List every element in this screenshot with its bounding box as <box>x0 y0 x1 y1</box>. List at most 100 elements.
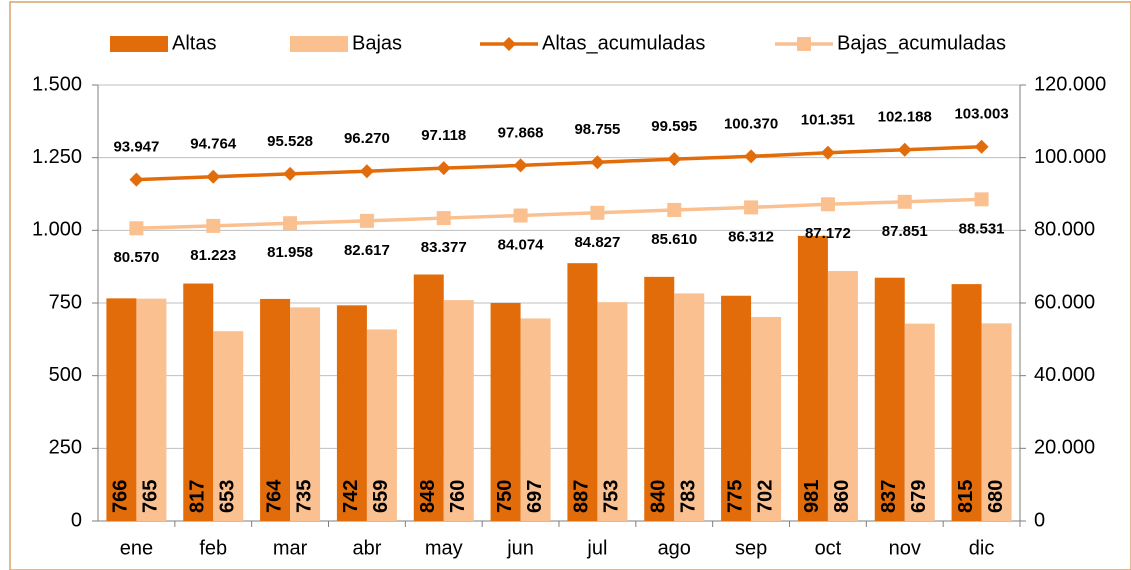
y-tick-label: 750 <box>49 291 82 313</box>
line-label: 87.851 <box>882 223 928 240</box>
bar <box>290 307 321 521</box>
line-label: 94.764 <box>190 136 237 153</box>
bar <box>721 295 752 521</box>
legend-label: Bajas_acumuladas <box>837 32 1006 54</box>
line-label: 84.827 <box>574 234 620 251</box>
bar <box>520 318 551 521</box>
x-tick-label: dic <box>969 537 995 559</box>
bar <box>797 235 828 521</box>
x-tick-label: feb <box>199 537 227 559</box>
line-label: 96.270 <box>344 130 390 147</box>
x-tick-label: oct <box>815 537 842 559</box>
bar <box>567 263 598 521</box>
marker <box>974 192 989 207</box>
bar-label: 697 <box>524 480 546 513</box>
line-label: 87.172 <box>805 225 851 242</box>
bar <box>951 284 982 521</box>
line-label: 86.312 <box>728 228 774 245</box>
legend-label: Bajas <box>352 32 402 54</box>
marker <box>129 221 144 236</box>
line-label: 88.531 <box>959 220 1005 237</box>
y-tick-label: 1.000 <box>32 219 82 241</box>
bar <box>213 331 244 521</box>
bar-label: 753 <box>601 480 623 513</box>
bar-label: 735 <box>293 480 315 513</box>
bar <box>443 300 474 521</box>
line <box>136 197 982 231</box>
y-tick-label: 1.500 <box>32 73 82 95</box>
marker <box>667 152 682 167</box>
marker <box>744 149 759 164</box>
bar <box>106 298 137 521</box>
y-tick-label: 250 <box>49 437 82 459</box>
marker <box>283 216 298 231</box>
x-tick-label: jul <box>586 537 607 559</box>
marker <box>206 169 221 184</box>
marker <box>744 200 759 215</box>
marker <box>590 205 605 220</box>
marker <box>436 161 451 176</box>
y-tick-label: 0 <box>71 509 82 531</box>
y2-tick-label: 40.000 <box>1034 364 1095 386</box>
bar-label: 775 <box>724 480 746 513</box>
line-label: 80.570 <box>113 249 159 266</box>
marker <box>974 139 989 154</box>
bar-label: 766 <box>110 480 132 513</box>
marker <box>897 142 912 157</box>
bar-label: 659 <box>370 480 392 513</box>
legend-marker <box>502 37 516 51</box>
line-label: 101.351 <box>801 112 855 129</box>
bar <box>597 302 628 521</box>
y-tick-label: 500 <box>49 364 82 386</box>
bar-label: 760 <box>447 480 469 513</box>
bar <box>413 274 444 521</box>
line <box>136 145 982 182</box>
marker <box>590 155 605 170</box>
bar-label: 887 <box>571 480 593 513</box>
bar <box>183 283 214 521</box>
y2-tick-label: 0 <box>1034 509 1045 531</box>
x-tick-label: jun <box>506 537 534 559</box>
line-label: 81.223 <box>190 247 236 264</box>
y2-tick-label: 120.000 <box>1034 73 1106 95</box>
legend-label: Altas_acumuladas <box>542 32 705 54</box>
marker <box>206 218 221 233</box>
bar <box>874 277 905 521</box>
line-label: 99.595 <box>651 118 697 135</box>
bar-label: 837 <box>878 480 900 513</box>
bar <box>136 298 167 521</box>
bar-label: 653 <box>217 480 239 513</box>
y2-tick-label: 80.000 <box>1034 219 1095 241</box>
bar-label: 817 <box>187 480 209 513</box>
line-label: 84.074 <box>498 236 545 253</box>
line-label: 82.617 <box>344 242 390 259</box>
x-tick-label: sep <box>735 537 767 559</box>
bar-label: 750 <box>494 480 516 513</box>
legend-swatch <box>110 36 168 52</box>
bar <box>674 293 705 521</box>
bar <box>827 271 858 521</box>
bar-label: 815 <box>955 480 977 513</box>
y2-tick-label: 60.000 <box>1034 291 1095 313</box>
legend-marker <box>797 37 811 51</box>
line-label: 97.118 <box>421 127 466 144</box>
marker <box>513 208 528 223</box>
bar-label: 679 <box>908 480 930 513</box>
line-label: 98.755 <box>574 121 620 138</box>
line-label: 81.958 <box>267 244 313 261</box>
bar <box>490 303 521 521</box>
y2-tick-label: 20.000 <box>1034 437 1095 459</box>
bar-label: 742 <box>340 480 362 513</box>
x-tick-label: mar <box>273 537 308 559</box>
marker <box>667 202 682 217</box>
marker <box>436 211 451 226</box>
bar-label: 981 <box>801 480 823 513</box>
bar-label: 848 <box>417 480 439 513</box>
line-label: 103.003 <box>954 106 1008 123</box>
y2-tick-label: 100.000 <box>1034 146 1106 168</box>
marker <box>897 194 912 209</box>
bar-label: 680 <box>985 480 1007 513</box>
bar-label: 765 <box>140 480 162 513</box>
